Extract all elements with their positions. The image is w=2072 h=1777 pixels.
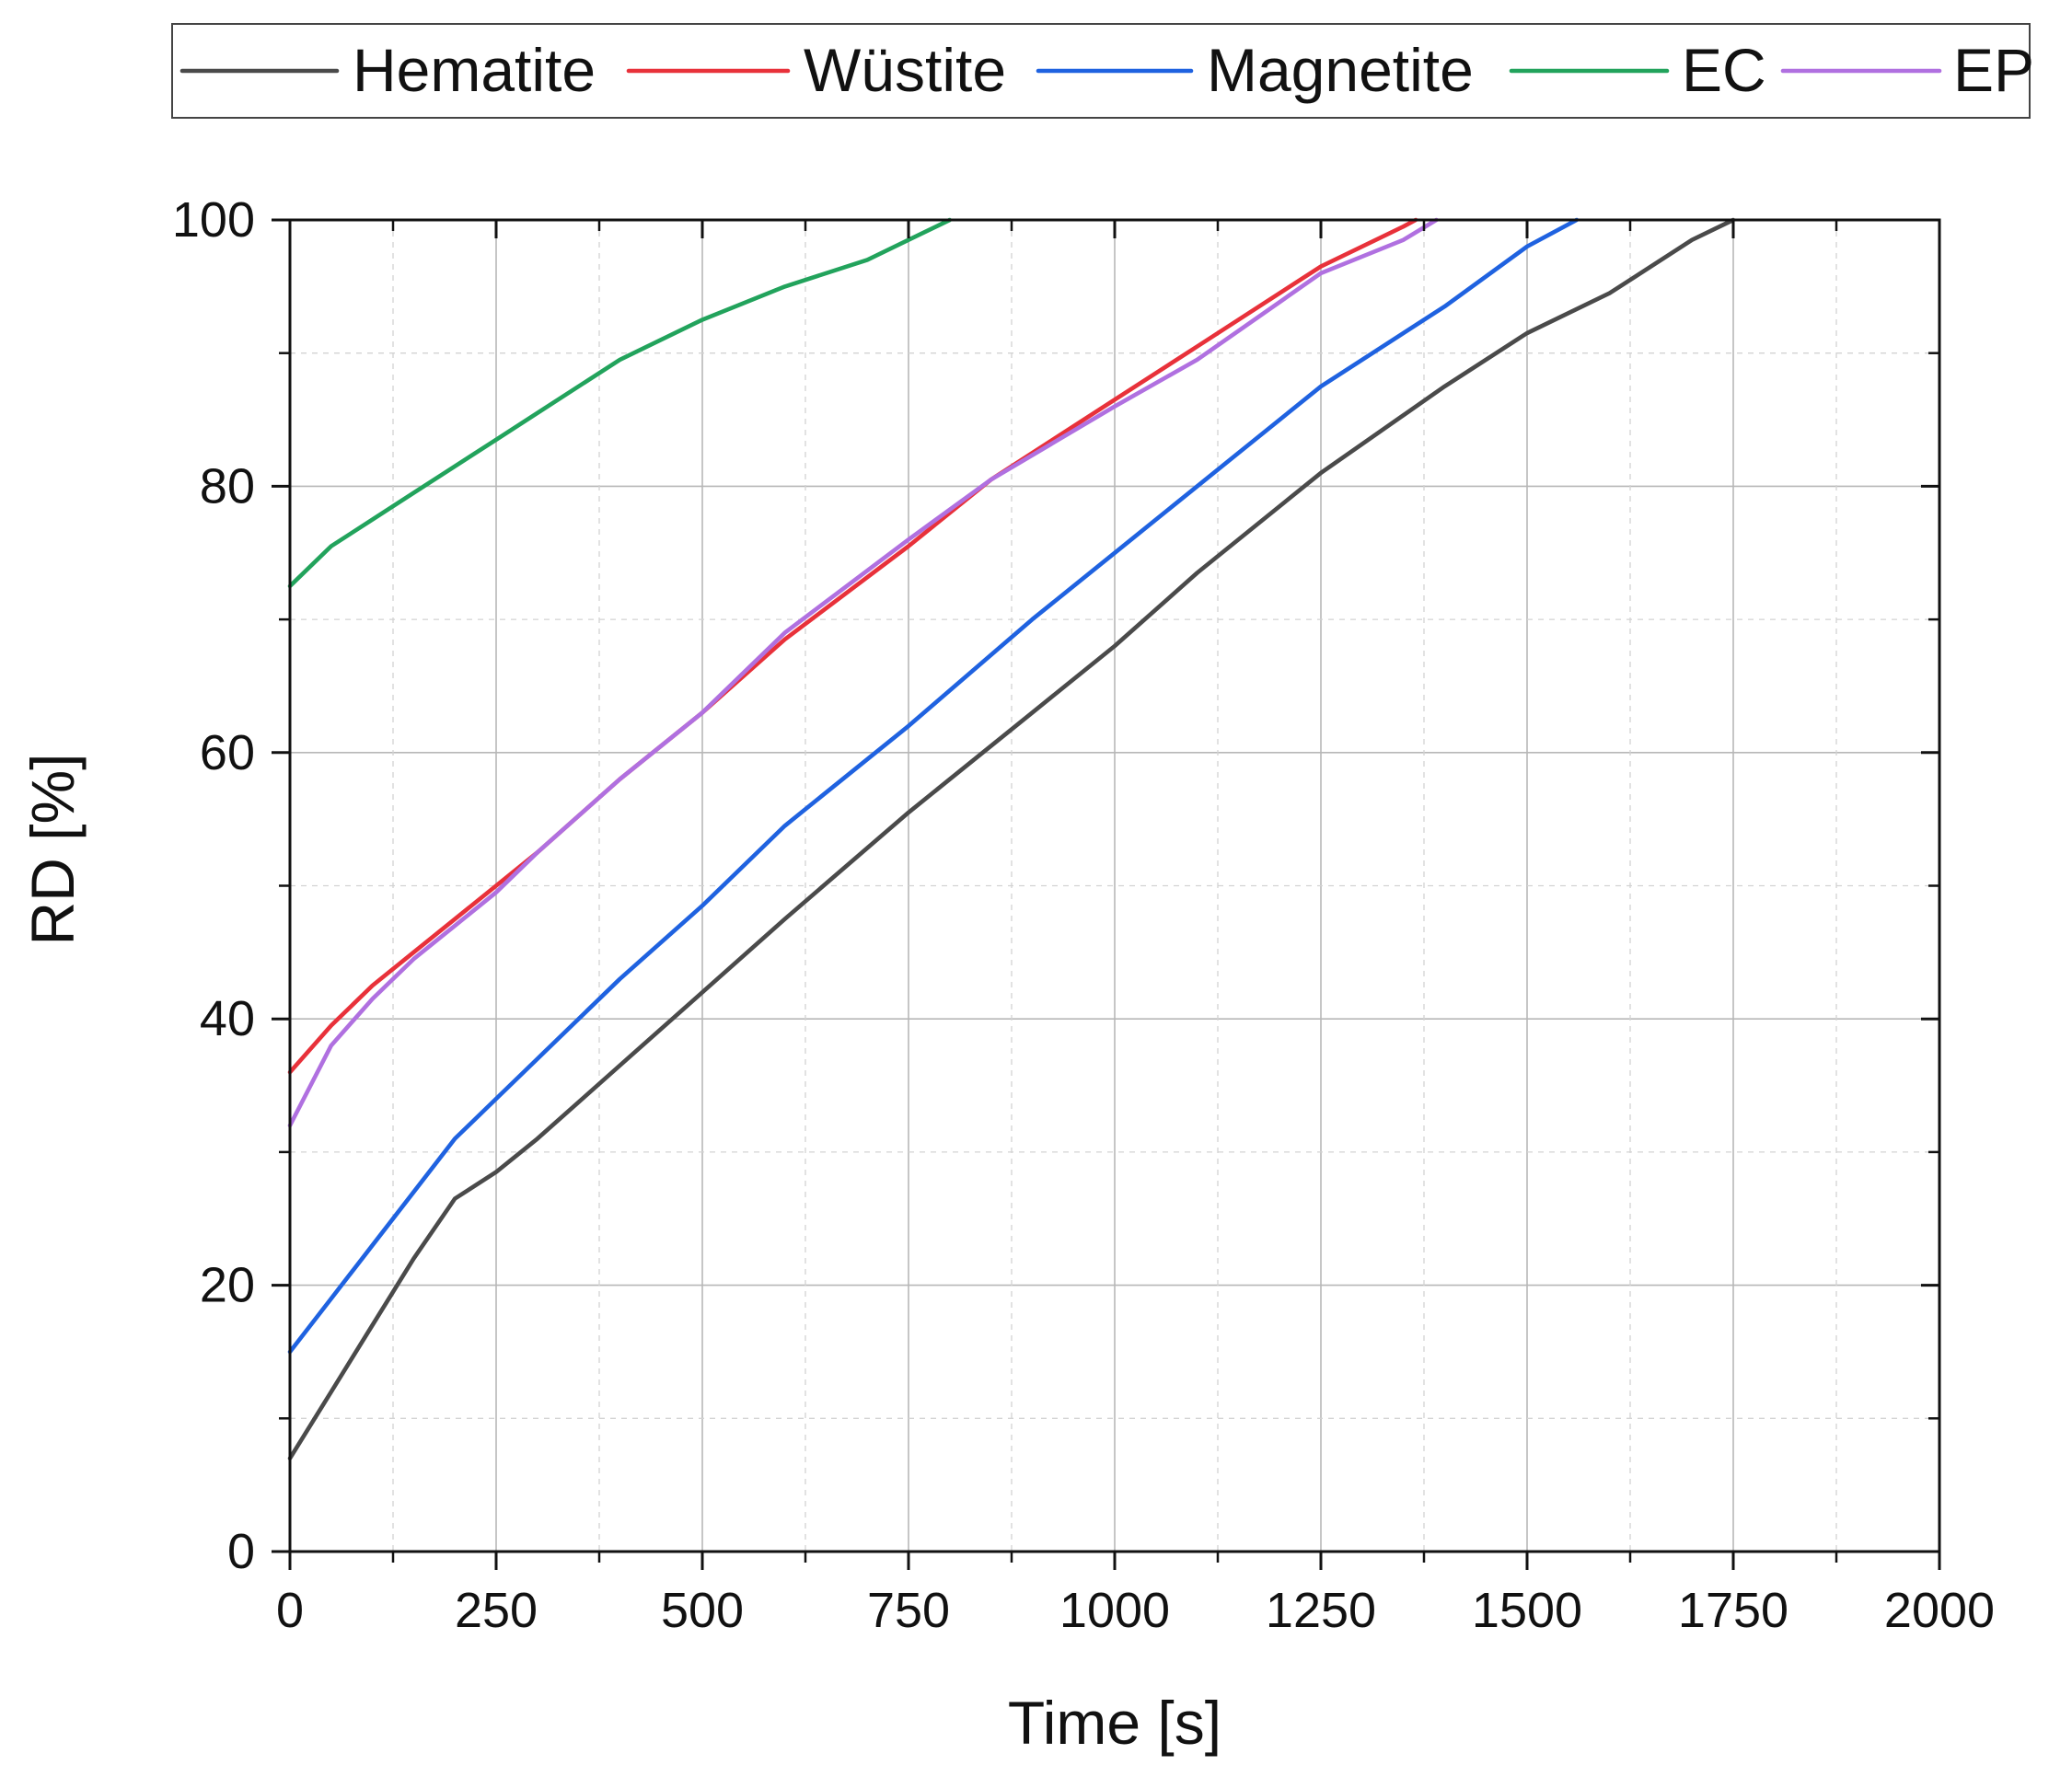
legend-label: Hematite: [353, 36, 596, 104]
x-tick-label: 1000: [1059, 1583, 1170, 1638]
x-tick-label: 250: [455, 1583, 538, 1638]
x-tick-label: 1250: [1266, 1583, 1376, 1638]
y-tick-label: 40: [200, 991, 255, 1046]
series-line-magnetite: [287, 217, 1580, 1355]
x-tick-label: 500: [661, 1583, 744, 1638]
grid: [290, 220, 1939, 1552]
x-tick-label: 1500: [1472, 1583, 1582, 1638]
x-tick-label: 1750: [1678, 1583, 1788, 1638]
x-axis-title: Time [s]: [1008, 1689, 1221, 1757]
legend-label: Wüstite: [804, 36, 1006, 104]
y-tick-label: 80: [200, 458, 255, 513]
series-line-hematite: [287, 217, 1736, 1460]
y-tick-label: 0: [227, 1524, 255, 1579]
axes: [272, 218, 1941, 1570]
x-tick-label: 750: [867, 1583, 950, 1638]
y-tick-label: 60: [200, 725, 255, 780]
legend: Hematite Wüstite Magnetite EC EP: [171, 23, 2034, 119]
y-tick-label: 100: [172, 192, 255, 248]
legend-label: EP: [1953, 36, 2034, 104]
x-tick-label: 2000: [1884, 1583, 1995, 1638]
series-line-ep: [287, 217, 1439, 1128]
x-tick-label: 0: [276, 1583, 304, 1638]
legend-label: EC: [1682, 36, 1766, 104]
series-layer: [287, 217, 1736, 1460]
y-axis-title: RD [%]: [18, 753, 87, 945]
series-line-ec: [287, 217, 953, 589]
y-tick-label: 20: [200, 1258, 255, 1313]
tick-labels: 0 250 500 750 1000 1250 1500 1750 2000 0 20 40 60 80 1…: [172, 192, 1995, 1638]
legend-label: Magnetite: [1207, 36, 1474, 104]
